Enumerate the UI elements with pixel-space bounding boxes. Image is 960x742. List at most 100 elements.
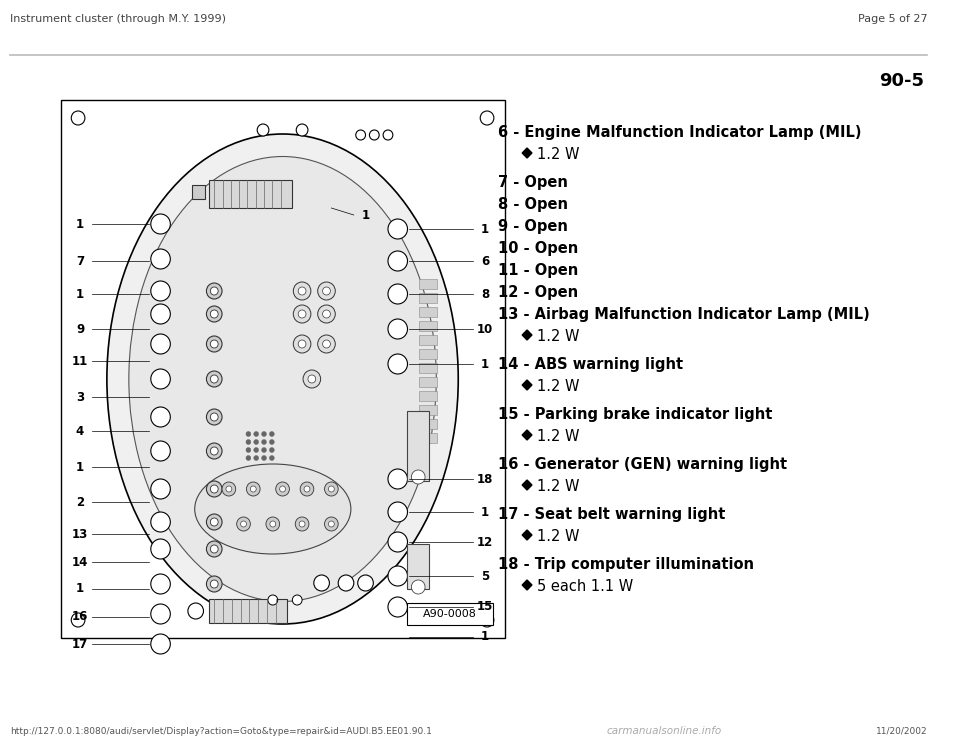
Text: 15: 15 bbox=[477, 600, 493, 614]
Circle shape bbox=[151, 304, 170, 324]
Bar bbox=[420, 335, 437, 345]
Circle shape bbox=[279, 486, 285, 492]
Circle shape bbox=[151, 281, 170, 301]
Text: 1: 1 bbox=[76, 461, 84, 473]
Circle shape bbox=[270, 439, 275, 444]
Circle shape bbox=[370, 130, 379, 140]
Text: 17: 17 bbox=[72, 637, 88, 651]
Circle shape bbox=[300, 482, 314, 496]
Text: 10 - Open: 10 - Open bbox=[498, 241, 578, 256]
Circle shape bbox=[297, 124, 308, 136]
Circle shape bbox=[210, 413, 218, 421]
Bar bbox=[420, 433, 437, 443]
Polygon shape bbox=[522, 580, 532, 590]
Circle shape bbox=[294, 335, 311, 353]
Circle shape bbox=[270, 521, 276, 527]
Circle shape bbox=[261, 439, 267, 444]
Text: 1.2 W: 1.2 W bbox=[537, 529, 579, 544]
Ellipse shape bbox=[107, 134, 458, 624]
Circle shape bbox=[324, 482, 338, 496]
Text: 18: 18 bbox=[477, 473, 493, 485]
Circle shape bbox=[388, 284, 407, 304]
Circle shape bbox=[270, 456, 275, 461]
Bar bbox=[60, 100, 505, 638]
Circle shape bbox=[210, 310, 218, 318]
Circle shape bbox=[304, 486, 310, 492]
Text: A90-0008: A90-0008 bbox=[423, 609, 477, 619]
Circle shape bbox=[246, 432, 251, 436]
Text: 1: 1 bbox=[76, 217, 84, 231]
Circle shape bbox=[206, 443, 222, 459]
Circle shape bbox=[246, 447, 251, 453]
Text: 5 each 1.1 W: 5 each 1.1 W bbox=[537, 579, 633, 594]
Circle shape bbox=[247, 482, 260, 496]
Circle shape bbox=[151, 512, 170, 532]
Circle shape bbox=[251, 486, 256, 492]
Circle shape bbox=[151, 441, 170, 461]
Text: 13: 13 bbox=[72, 528, 88, 540]
Circle shape bbox=[241, 521, 247, 527]
Circle shape bbox=[383, 130, 393, 140]
Circle shape bbox=[323, 340, 330, 348]
Text: 16: 16 bbox=[72, 611, 88, 623]
Circle shape bbox=[293, 595, 302, 605]
Circle shape bbox=[412, 470, 425, 484]
Circle shape bbox=[480, 613, 493, 627]
Text: 14: 14 bbox=[72, 556, 88, 568]
Circle shape bbox=[338, 575, 354, 591]
Circle shape bbox=[303, 370, 321, 388]
Circle shape bbox=[206, 576, 222, 592]
Circle shape bbox=[206, 514, 222, 530]
Polygon shape bbox=[522, 430, 532, 440]
Text: 1.2 W: 1.2 W bbox=[537, 147, 579, 162]
Text: 10: 10 bbox=[477, 323, 493, 335]
Circle shape bbox=[388, 597, 407, 617]
Polygon shape bbox=[522, 330, 532, 340]
Bar bbox=[420, 321, 437, 331]
Circle shape bbox=[206, 481, 222, 497]
Bar bbox=[209, 599, 287, 623]
Circle shape bbox=[210, 447, 218, 455]
Text: 1: 1 bbox=[481, 223, 490, 235]
Circle shape bbox=[480, 111, 493, 125]
Text: 1: 1 bbox=[76, 287, 84, 301]
Text: 9: 9 bbox=[76, 323, 84, 335]
Text: 13 - Airbag Malfunction Indicator Lamp (MIL): 13 - Airbag Malfunction Indicator Lamp (… bbox=[498, 307, 870, 322]
Circle shape bbox=[261, 456, 267, 461]
Circle shape bbox=[253, 447, 258, 453]
Circle shape bbox=[318, 335, 335, 353]
Bar bbox=[192, 185, 205, 199]
Circle shape bbox=[270, 447, 275, 453]
Text: 1: 1 bbox=[362, 209, 370, 222]
Text: 4: 4 bbox=[76, 424, 84, 438]
Circle shape bbox=[300, 521, 305, 527]
Circle shape bbox=[151, 574, 170, 594]
Circle shape bbox=[206, 541, 222, 557]
Circle shape bbox=[210, 580, 218, 588]
Polygon shape bbox=[522, 530, 532, 540]
Circle shape bbox=[299, 287, 306, 295]
Text: 1.2 W: 1.2 W bbox=[537, 329, 579, 344]
Text: 15 - Parking brake indicator light: 15 - Parking brake indicator light bbox=[498, 407, 772, 422]
Circle shape bbox=[388, 532, 407, 552]
Circle shape bbox=[151, 407, 170, 427]
Text: 17 - Seat belt warning light: 17 - Seat belt warning light bbox=[498, 507, 725, 522]
Circle shape bbox=[388, 251, 407, 271]
Text: 7 - Open: 7 - Open bbox=[498, 175, 567, 190]
Circle shape bbox=[206, 409, 222, 425]
Text: 9 - Open: 9 - Open bbox=[498, 219, 567, 234]
Text: 1: 1 bbox=[76, 582, 84, 596]
Circle shape bbox=[71, 111, 84, 125]
Circle shape bbox=[257, 124, 269, 136]
Circle shape bbox=[253, 456, 258, 461]
Circle shape bbox=[253, 432, 258, 436]
Text: 12 - Open: 12 - Open bbox=[498, 285, 578, 300]
Text: 12: 12 bbox=[477, 536, 493, 548]
Circle shape bbox=[358, 575, 373, 591]
Text: 18 - Trip computer illumination: 18 - Trip computer illumination bbox=[498, 557, 754, 572]
Circle shape bbox=[237, 517, 251, 531]
Bar bbox=[420, 363, 437, 373]
Circle shape bbox=[151, 214, 170, 234]
Circle shape bbox=[388, 319, 407, 339]
Text: 1: 1 bbox=[481, 358, 490, 370]
